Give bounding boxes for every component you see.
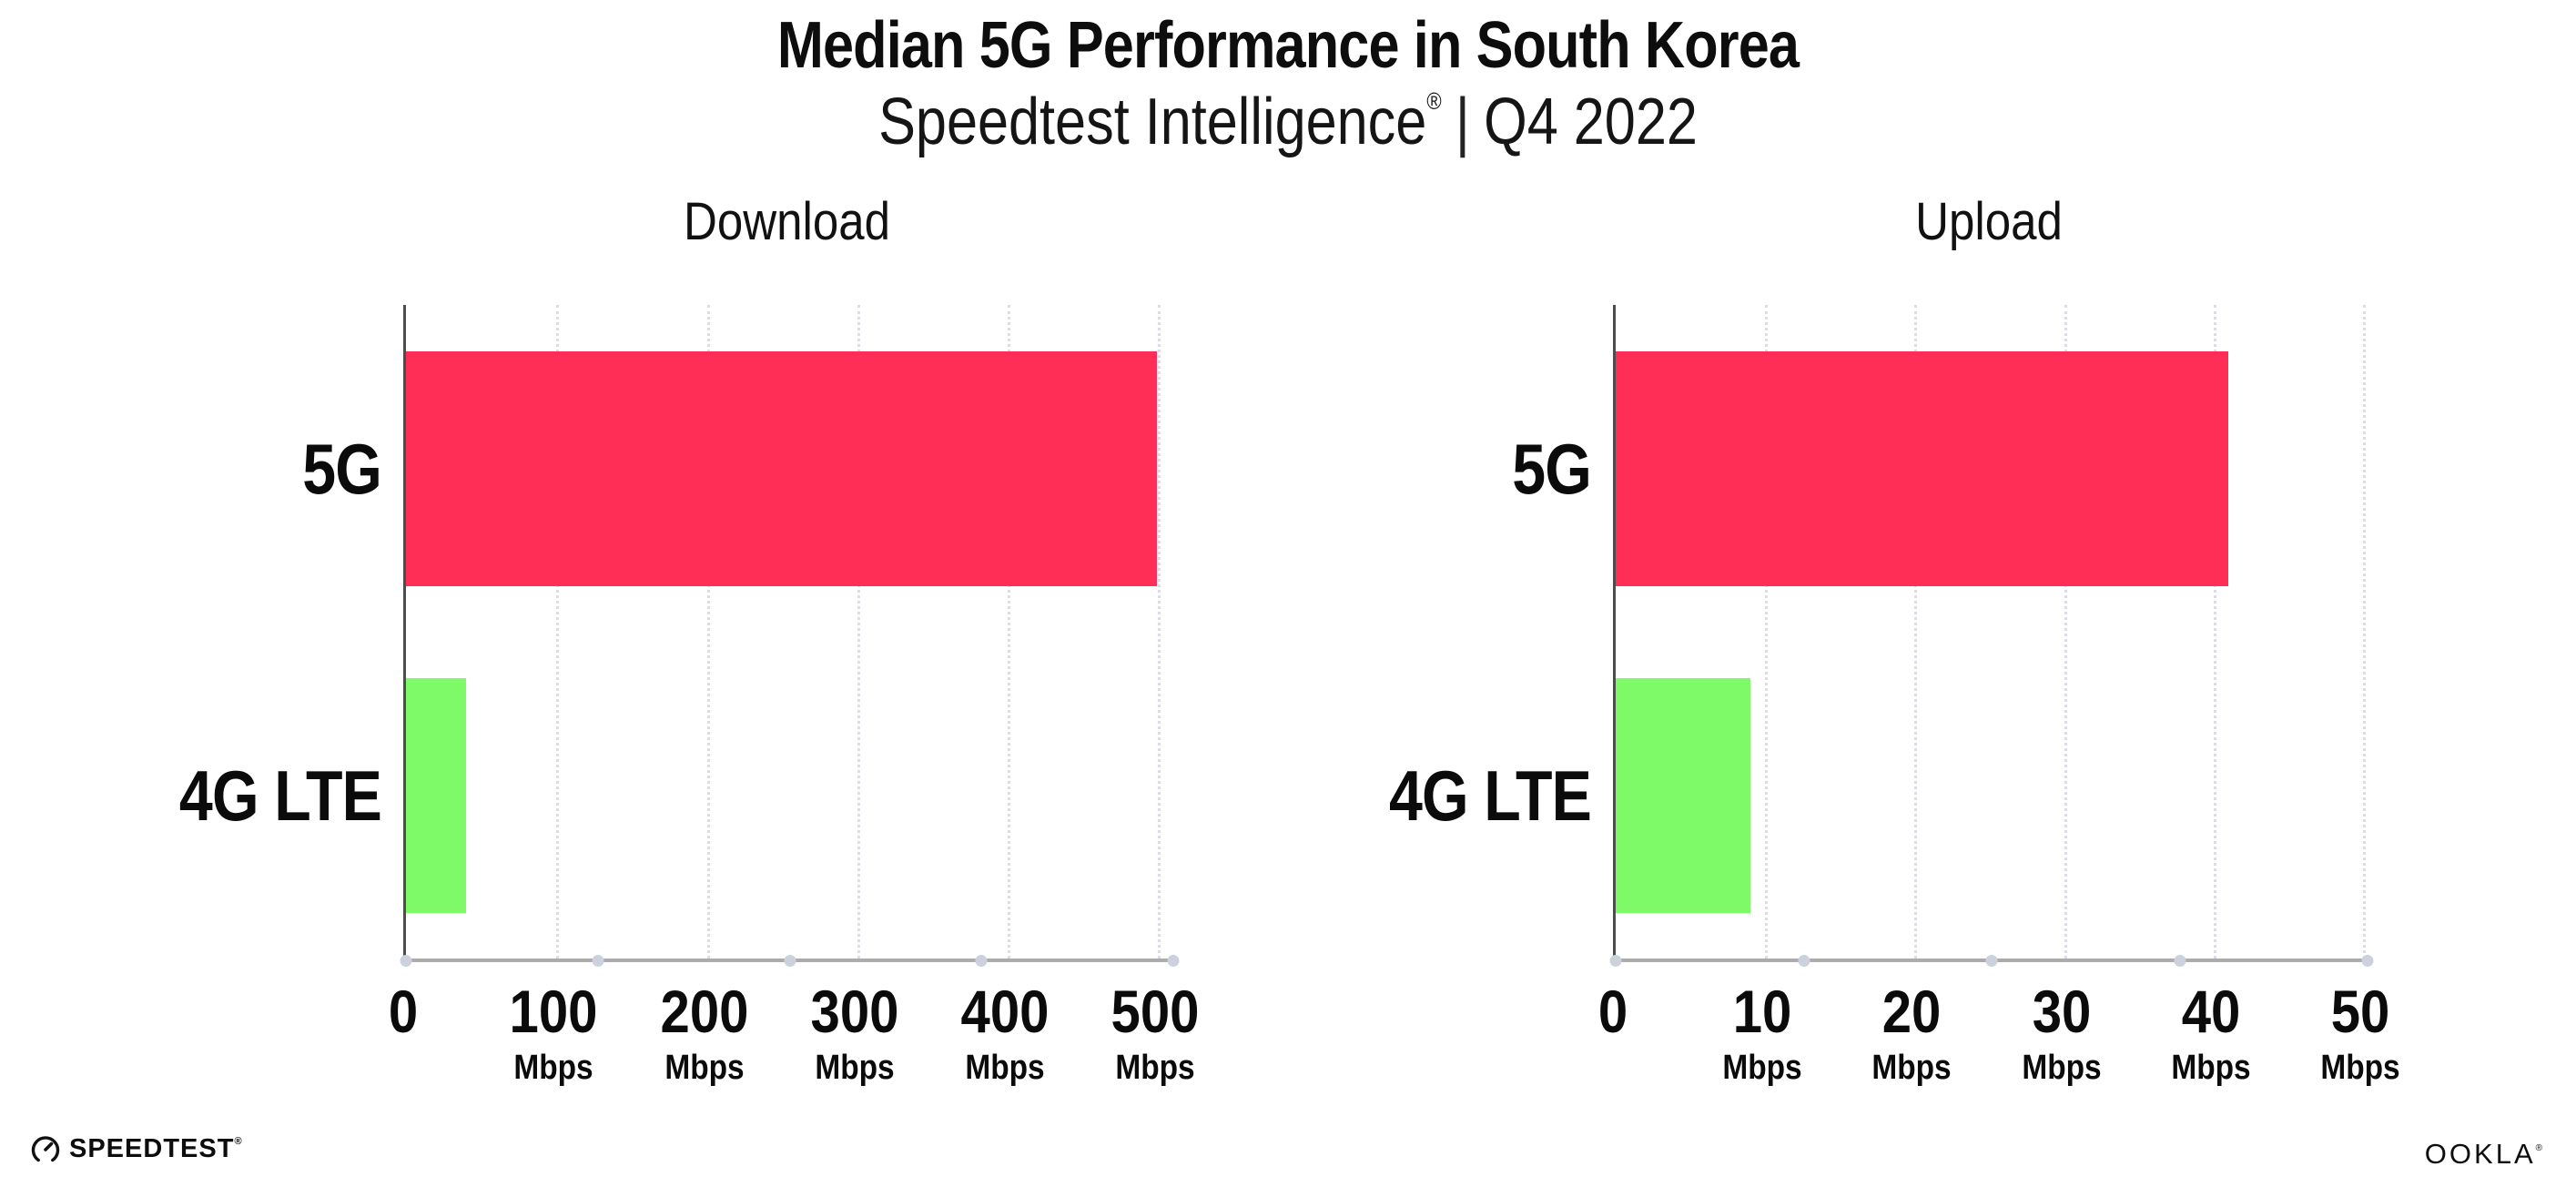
subtitle-brand: Speedtest Intelligence [878, 85, 1427, 158]
axis-tick-dot [1609, 955, 1622, 967]
x-tick-40: 40 Mbps [2171, 981, 2250, 1085]
ookla-label: OOKLA [2424, 1138, 2536, 1170]
axis-tick-dot [400, 955, 412, 967]
x-tick-unit: Mbps [815, 1049, 895, 1087]
x-tick-30: 30 Mbps [2022, 981, 2101, 1085]
download-plot-area [400, 305, 1180, 967]
gridline-400 [1008, 305, 1011, 959]
gridline-300 [857, 305, 860, 959]
subtitle-separator: | [1455, 85, 1470, 158]
speedtest-wordmark: SPEEDTEST® [69, 1134, 243, 1164]
x-tick-10: 10 Mbps [1723, 981, 1802, 1085]
subtitle-period: Q4 2022 [1484, 85, 1698, 158]
x-tick-value: 50 [2330, 978, 2390, 1045]
page-title: Median 5G Performance in South Korea [776, 9, 1800, 82]
upload-chart-title: Upload [1915, 192, 2063, 251]
axis-tick-dot [592, 955, 604, 967]
speedtest-label: SPEEDTEST [69, 1134, 235, 1163]
axis-tick-dot [784, 955, 796, 967]
gridline-20 [1914, 305, 1918, 959]
gridline-100 [556, 305, 560, 959]
gridline-10 [1765, 305, 1769, 959]
download-x-axis: 0 100 Mbps 200 Mbps 300 Mbps 400 Mbps 500 Mbps [389, 981, 1200, 1118]
x-tick-value: 20 [1882, 978, 1942, 1045]
header: Median 5G Performance in South Korea Spe… [0, 9, 2576, 158]
gridline-200 [706, 305, 710, 959]
x-tick-unit: Mbps [2320, 1049, 2400, 1087]
x-tick-0: 0 [1598, 981, 1628, 1041]
x-tick-50: 50 Mbps [2320, 981, 2399, 1085]
axis-tick-dot [2174, 955, 2186, 967]
x-tick-unit: Mbps [1871, 1049, 1952, 1087]
x-tick-unit: Mbps [2021, 1049, 2102, 1087]
bar-5g [1616, 350, 2229, 586]
bar-5g [406, 350, 1157, 586]
bar-4g-lte [1616, 677, 1750, 913]
gridline-500 [1158, 305, 1161, 959]
axis-tick-dot [2361, 955, 2374, 967]
gridline-30 [2064, 305, 2067, 959]
page-subtitle: Speedtest Intelligence® | Q4 2022 [193, 85, 2383, 158]
gridline-40 [2213, 305, 2216, 959]
ookla-wordmark: OOKLA® [2425, 1138, 2545, 1170]
x-tick-value: 40 [2181, 978, 2241, 1045]
registered-trademark-icon: ® [1426, 86, 1442, 115]
x-tick-500: 500 Mbps [1111, 981, 1200, 1085]
x-tick-20: 20 Mbps [1872, 981, 1952, 1085]
gridline-50 [2363, 305, 2367, 959]
x-tick-unit: Mbps [513, 1049, 593, 1087]
ookla-registered-icon: ® [2535, 1143, 2545, 1153]
x-tick-value: 200 [660, 978, 749, 1045]
bar-4g-lte [406, 677, 467, 913]
axis-tick-dot [975, 955, 988, 967]
x-tick-200: 200 Mbps [660, 981, 748, 1085]
x-tick-value: 30 [2032, 978, 2091, 1045]
ookla-logo: OOKLA® [2425, 1138, 2545, 1171]
category-label-4g-lte: 4G LTE [1388, 755, 1592, 836]
axis-tick-dot [1798, 955, 1810, 967]
x-tick-value: 400 [960, 978, 1050, 1045]
speedtest-logo: SPEEDTEST® [31, 1134, 243, 1164]
speedtest-registered-icon: ® [234, 1136, 243, 1147]
axis-tick-dot [1985, 955, 1998, 967]
x-tick-unit: Mbps [2171, 1049, 2251, 1087]
speedtest-gauge-icon [31, 1135, 60, 1161]
x-tick-400: 400 Mbps [961, 981, 1050, 1085]
x-tick-value: 0 [388, 978, 419, 1045]
x-tick-unit: Mbps [965, 1049, 1045, 1087]
x-tick-value: 0 [1597, 978, 1628, 1045]
x-tick-unit: Mbps [664, 1049, 745, 1087]
upload-plot-area [1609, 305, 2374, 967]
download-chart-title: Download [683, 192, 890, 251]
x-tick-unit: Mbps [1115, 1049, 1196, 1087]
x-tick-300: 300 Mbps [810, 981, 898, 1085]
x-tick-value: 10 [1732, 978, 1792, 1045]
x-tick-unit: Mbps [1722, 1049, 1802, 1087]
x-tick-value: 100 [509, 978, 598, 1045]
x-tick-0: 0 [389, 981, 418, 1041]
category-label-5g: 5G [1512, 428, 1592, 509]
upload-x-axis: 0 10 Mbps 20 Mbps 30 Mbps 40 Mbps 50 Mbps [1598, 981, 2400, 1118]
x-tick-value: 500 [1111, 978, 1200, 1045]
x-tick-value: 300 [810, 978, 899, 1045]
axis-tick-dot [1167, 955, 1180, 967]
x-tick-100: 100 Mbps [510, 981, 598, 1085]
